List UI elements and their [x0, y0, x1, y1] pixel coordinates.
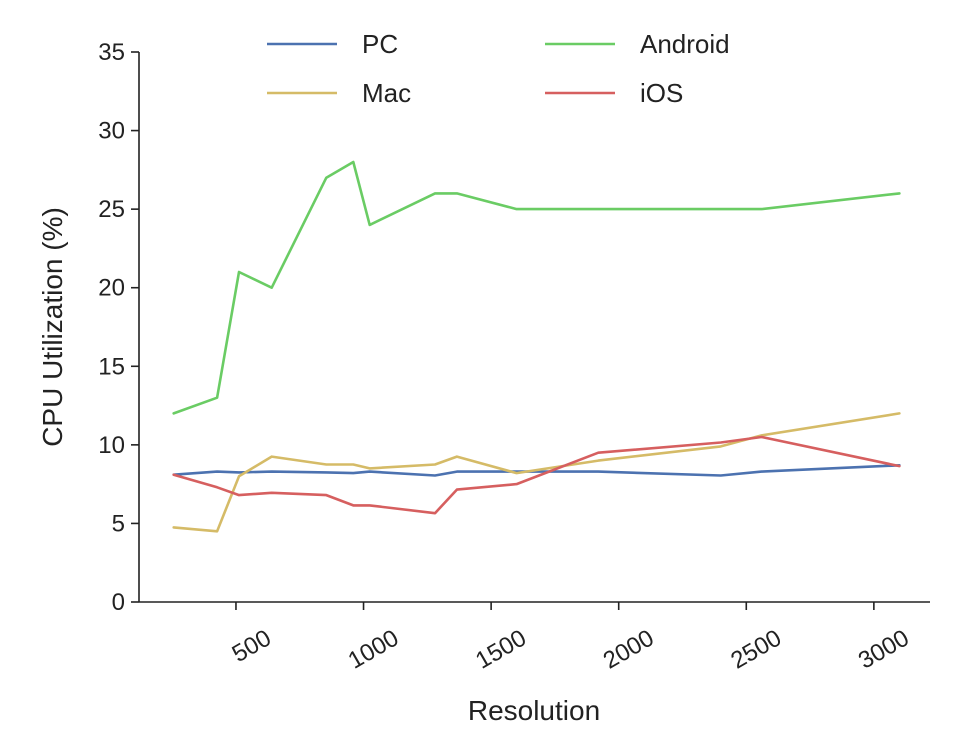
series-layer	[172, 160, 901, 533]
x-tick-label: 500	[228, 625, 276, 668]
legend: PC Android Mac iOS	[267, 29, 730, 108]
series-line-android	[172, 160, 901, 415]
series-line-ios	[172, 435, 901, 515]
y-tick-label: 0	[112, 589, 125, 616]
x-tick-label: 2000	[599, 625, 659, 675]
x-tick-label: 1000	[344, 625, 404, 675]
x-tick-label: 2500	[726, 625, 786, 675]
legend-label-ios: iOS	[640, 78, 683, 108]
y-axis-label: CPU Utilization (%)	[37, 207, 68, 447]
y-tick-label: 5	[112, 510, 125, 537]
x-tick-label: 3000	[854, 625, 914, 675]
y-tick-label: 15	[98, 353, 125, 380]
y-tick-label: 25	[98, 196, 125, 223]
legend-label-mac: Mac	[362, 78, 411, 108]
y-tick-label: 30	[98, 118, 125, 145]
y-tick-label: 20	[98, 275, 125, 302]
x-axis-label: Resolution	[468, 695, 600, 726]
legend-label-android: Android	[640, 29, 730, 59]
x-tick-label: 1500	[471, 625, 531, 675]
series-line-mac	[172, 412, 901, 533]
y-tick-label: 10	[98, 432, 125, 459]
legend-label-pc: PC	[362, 29, 398, 59]
axes: 0 5 10 15 20 25 30 35 500 1000 1500 2000 2500 3000	[98, 39, 930, 675]
y-tick-label: 35	[98, 39, 125, 66]
